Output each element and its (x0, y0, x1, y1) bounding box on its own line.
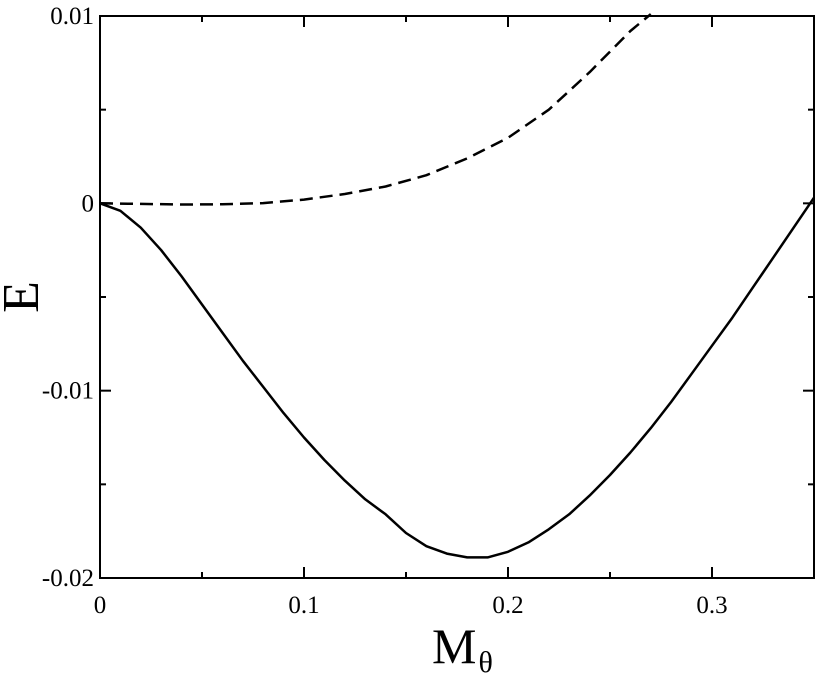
tick-labels: 0 0.1 0.2 0.3 -0.02 -0.01 0 0.01 (42, 3, 728, 619)
x-tick-label: 0.3 (696, 592, 727, 619)
y-tick-label: -0.02 (42, 565, 94, 592)
x-axis-label-subscript: θ (478, 646, 492, 679)
solid-series-line (99, 196, 816, 559)
plot-area-border (99, 15, 815, 579)
series-group (99, 13, 816, 559)
x-tick-label: 0.2 (492, 592, 523, 619)
y-tick-label: -0.01 (42, 378, 94, 405)
y-axis-label: E (0, 281, 50, 313)
x-axis-label: Mθ (432, 618, 493, 679)
plot-frame (99, 15, 815, 579)
x-axis-label-main: M (432, 618, 476, 674)
x-tick-label: 0.1 (288, 592, 319, 619)
x-tick-label: 0 (94, 592, 107, 619)
y-tick-label: 0.01 (50, 3, 94, 30)
dashed-series-line (99, 13, 652, 206)
y-tick-label: 0 (82, 190, 95, 217)
ticks (99, 15, 814, 579)
